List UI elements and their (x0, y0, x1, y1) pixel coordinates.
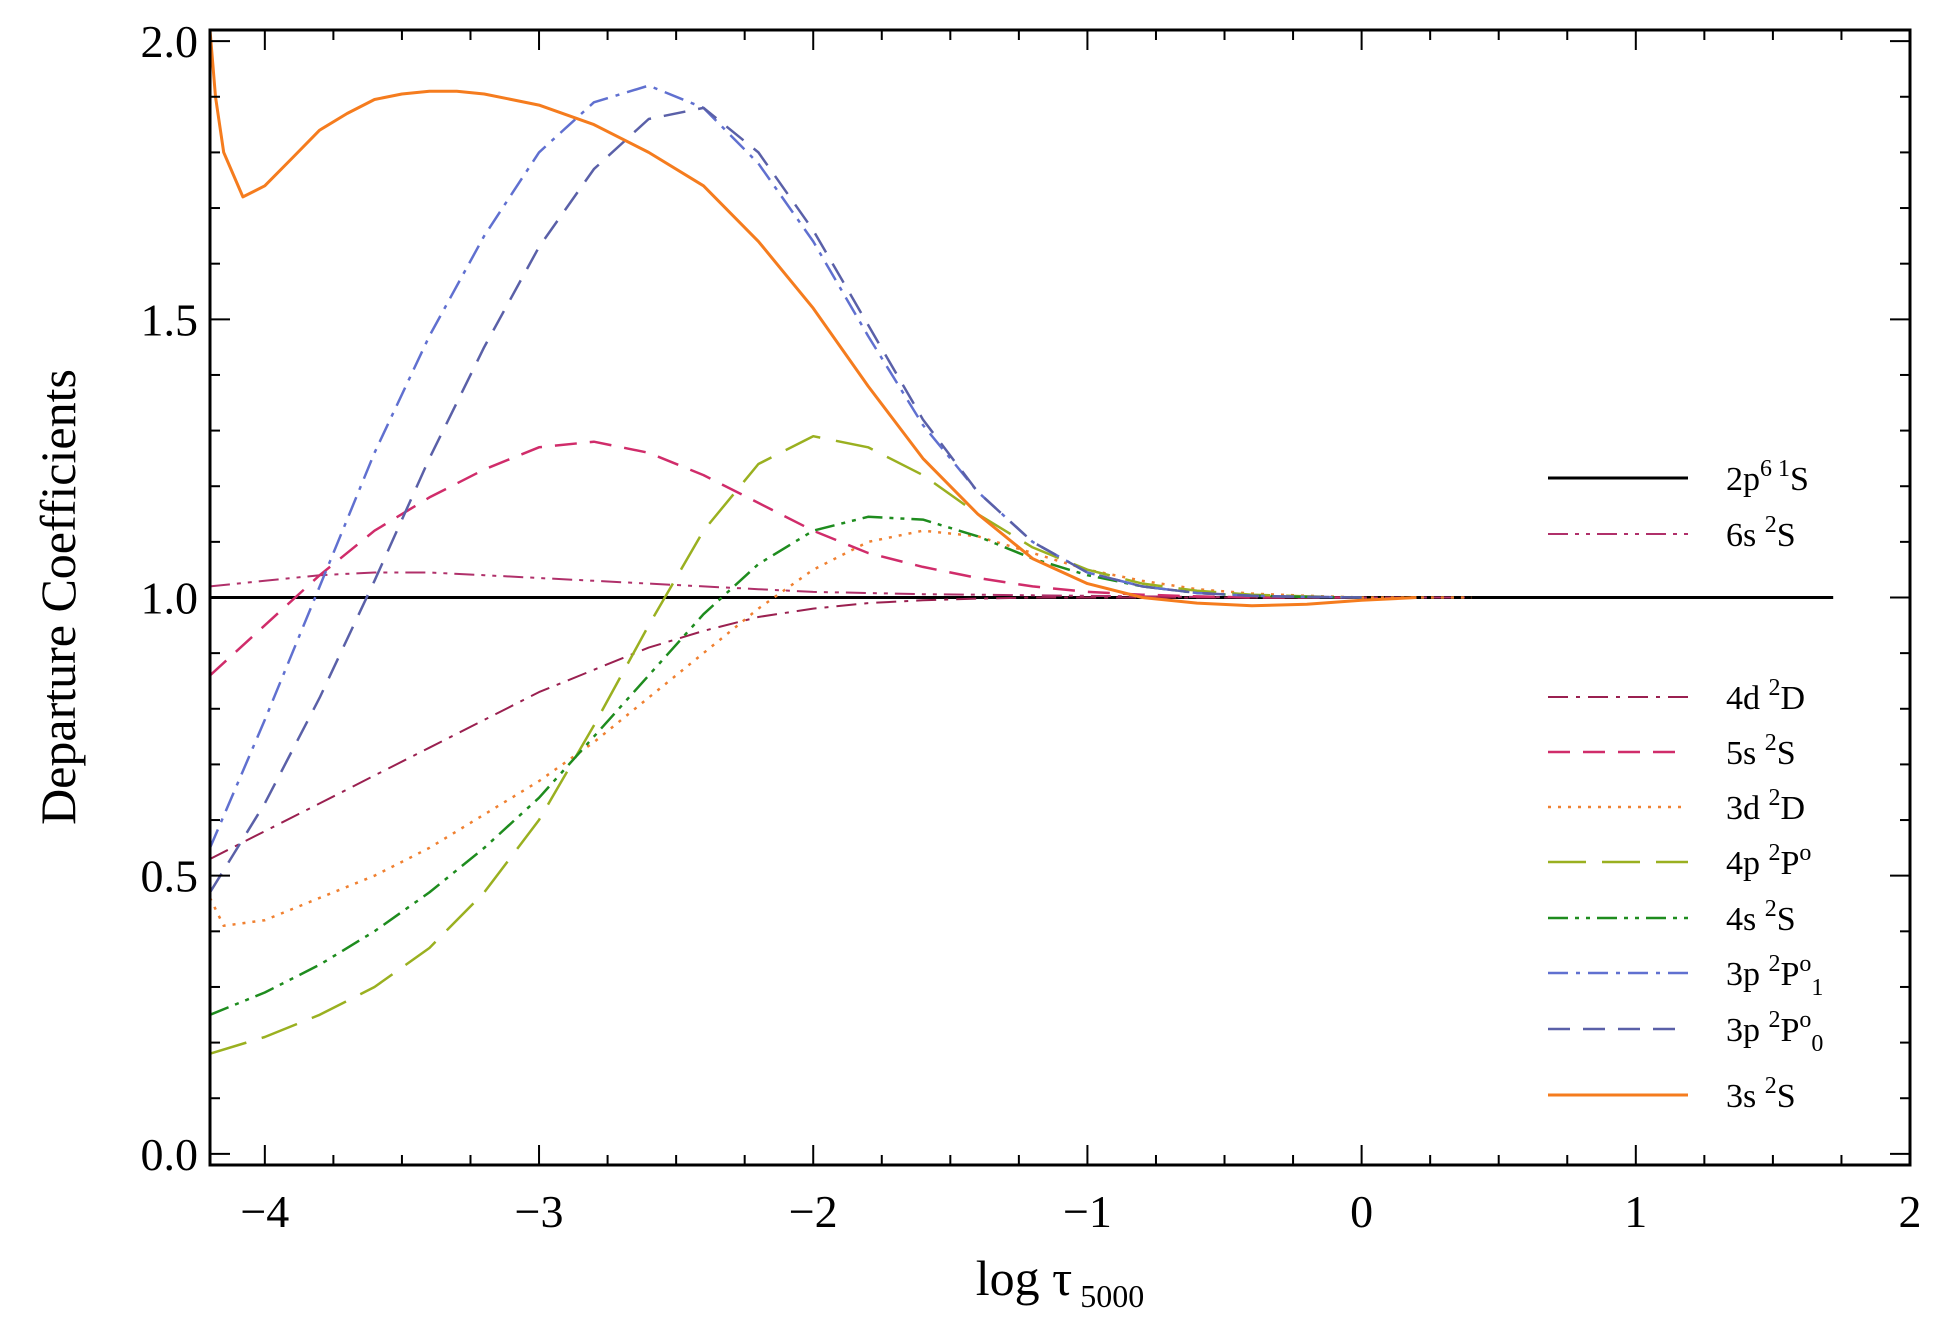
series-line-8 (208, 106, 1362, 894)
x-tick-label: 2 (1899, 1186, 1922, 1237)
legend-label-3: 5s 2S (1726, 730, 1796, 772)
x-tick-label: −4 (240, 1186, 289, 1237)
legend-label-4: 3d 2D (1726, 785, 1805, 827)
x-tick-label: 0 (1350, 1186, 1373, 1237)
x-axis-title-sub: 5000 (1080, 1278, 1144, 1314)
y-tick-label: 2.0 (141, 16, 199, 67)
y-axis-title: Departure Coefficients (30, 369, 86, 825)
series-layer (208, 29, 1834, 1055)
tick-labels-layer: −4 −3 −2 −1 0 1 2 0.0 0.5 1.0 1.5 2.0 (141, 16, 1922, 1237)
x-tick-label: −3 (515, 1186, 564, 1237)
legend-label-0: 2p6 1S (1726, 456, 1809, 498)
legend-label-7: 3p 2Po1 (1726, 951, 1823, 1001)
legend: 2p6 1S 6s 2S 4d 2D 5s 2S 3d 2D 4p 2Po 4s 2S 3p … (1548, 456, 1823, 1115)
y-tick-label: 0.0 (141, 1129, 199, 1180)
x-tick-label: −1 (1063, 1186, 1112, 1237)
x-axis-title: log τ 5000 (976, 1250, 1144, 1314)
legend-label-6: 4s 2S (1726, 896, 1796, 938)
legend-label-5: 4p 2Po (1726, 840, 1811, 882)
x-tick-label: 1 (1624, 1186, 1647, 1237)
y-tick-label: 0.5 (141, 851, 199, 902)
series-line-5 (209, 434, 1362, 1055)
series-line-2 (209, 596, 1362, 860)
series-line-3 (209, 440, 1362, 677)
series-line-6 (209, 515, 1362, 1016)
legend-label-1: 6s 2S (1726, 512, 1796, 554)
x-tick-label: −2 (789, 1186, 838, 1237)
ticks-layer (210, 30, 1911, 1165)
series-line-1 (209, 571, 1472, 599)
legend-label-9: 3s 2S (1726, 1073, 1796, 1115)
legend-label-2: 4d 2D (1726, 675, 1805, 717)
series-line-9 (208, 29, 1417, 608)
y-tick-label: 1.0 (141, 573, 199, 624)
x-axis-title-main: log τ (976, 1250, 1072, 1306)
legend-label-8: 3p 2Po0 (1726, 1007, 1823, 1057)
y-tick-label: 1.5 (141, 294, 199, 345)
